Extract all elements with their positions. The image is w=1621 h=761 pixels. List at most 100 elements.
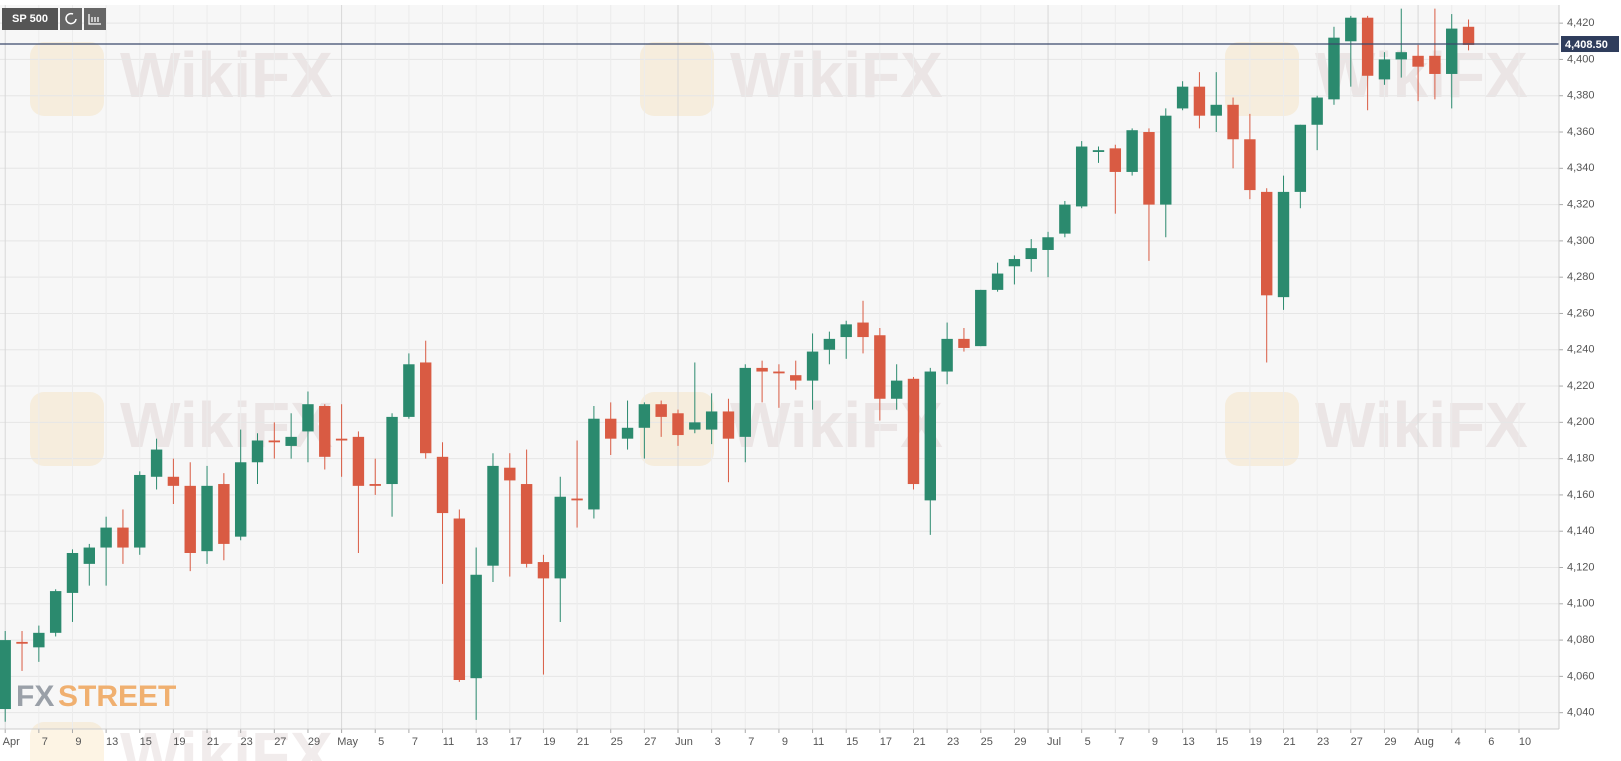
y-tick-label: 4,160	[1567, 489, 1595, 501]
y-tick-label: 4,040	[1567, 707, 1595, 719]
x-tick-label: 7	[748, 736, 754, 748]
candle-body	[302, 404, 314, 432]
candle-body	[100, 527, 112, 548]
x-tick-label: 15	[1216, 736, 1228, 748]
x-tick-label: 29	[1384, 736, 1396, 748]
candle-body	[739, 367, 751, 437]
x-tick-label: Apr	[3, 736, 20, 748]
x-tick-label: 3	[715, 736, 721, 748]
candle-body	[1176, 86, 1189, 109]
x-tick-label: 7	[42, 736, 48, 748]
x-tick-label: 23	[1317, 736, 1329, 748]
candle-body	[840, 324, 852, 338]
candle-body	[1210, 104, 1222, 116]
candle-body	[621, 427, 634, 439]
x-tick-label: 21	[577, 736, 589, 748]
candle-body	[251, 440, 264, 463]
candle-body	[1160, 115, 1172, 205]
candle-body	[1311, 97, 1323, 125]
last-price-label: 4,408.50	[1565, 39, 1608, 51]
candle-body	[352, 436, 365, 486]
candle-body	[487, 465, 499, 566]
x-tick-label: 21	[1283, 736, 1295, 748]
candle-body	[1008, 259, 1021, 267]
candle-body	[823, 338, 836, 350]
candle-body	[1143, 132, 1155, 205]
watermark-text: WikiFX	[730, 39, 943, 111]
candle-body	[1294, 124, 1307, 192]
toolbar[interactable]: SP 500	[2, 8, 106, 30]
x-tick-label: 15	[846, 736, 858, 748]
watermark-icon	[30, 722, 104, 761]
refresh-button[interactable]	[60, 8, 82, 30]
axes: 4,040 4,060 4,080 4,100 4,120 4,140 4,160 4,180…	[0, 17, 1619, 748]
candle-body	[49, 591, 62, 633]
x-tick-label: 13	[1182, 736, 1194, 748]
candle-body	[117, 527, 129, 548]
x-tick-label: 5	[1085, 736, 1091, 748]
y-tick-label: 4,140	[1567, 525, 1595, 537]
x-tick-label: 7	[1118, 736, 1124, 748]
x-tick-label: May	[337, 736, 358, 748]
candle-body	[672, 413, 684, 436]
candle-body	[0, 640, 11, 710]
candle-body	[201, 485, 213, 552]
candle-body	[1075, 146, 1088, 207]
candle-body	[1042, 237, 1054, 250]
candle-body	[403, 364, 415, 417]
x-tick-label: 27	[274, 736, 286, 748]
candle-body	[319, 406, 331, 457]
x-tick-label: 11	[443, 736, 454, 748]
candle-body	[588, 418, 600, 510]
refresh-icon	[65, 12, 77, 25]
y-tick-label: 4,380	[1567, 90, 1595, 102]
watermark-icon	[30, 42, 104, 116]
x-tick-label: 13	[106, 736, 118, 748]
x-tick-label: 5	[378, 736, 384, 748]
y-tick-label: 4,260	[1567, 307, 1595, 319]
x-tick-label: 15	[140, 736, 152, 748]
x-tick-label: Aug	[1414, 736, 1434, 748]
candle-body	[790, 375, 802, 381]
candles	[0, 8, 1475, 722]
candle-body	[1429, 55, 1441, 74]
y-tick-label: 4,280	[1567, 271, 1595, 283]
x-tick-label: 19	[1250, 736, 1262, 748]
candle-body	[1059, 204, 1071, 234]
candle-body	[1361, 17, 1374, 76]
candle-body	[234, 462, 247, 537]
watermark-text: WikiFX	[120, 719, 333, 761]
y-tick-label: 4,180	[1567, 453, 1595, 465]
x-tick-label: Jun	[675, 736, 693, 748]
candle-body	[504, 467, 516, 481]
candle-body	[150, 449, 163, 477]
plot-background	[0, 5, 1559, 729]
candle-body	[975, 289, 987, 347]
x-tick-label: 25	[611, 736, 623, 748]
candle-body	[470, 574, 482, 679]
y-tick-label: 4,200	[1567, 416, 1595, 428]
candle-body	[436, 456, 449, 514]
y-tick-label: 4,120	[1567, 561, 1595, 573]
candle-body	[874, 335, 886, 399]
candle-body	[941, 338, 953, 372]
watermark-icon	[640, 42, 714, 116]
watermark-text: WikiFX	[120, 39, 333, 111]
x-tick-label: 25	[981, 736, 993, 748]
x-tick-label: 4	[1455, 736, 1461, 748]
watermark-text: WikiFX	[730, 389, 943, 461]
candle-body	[386, 416, 398, 485]
watermark-text: WikiFX	[1315, 389, 1528, 461]
candle-body	[285, 436, 297, 446]
candle-body	[1193, 86, 1206, 116]
y-tick-label: 4,100	[1567, 598, 1595, 610]
watermark-text: WikiFX	[120, 389, 333, 461]
candle-body	[554, 496, 566, 579]
x-tick-label: 21	[207, 736, 219, 748]
x-tick-label: 29	[308, 736, 320, 748]
watermark-icon	[1225, 42, 1299, 116]
y-tick-label: 4,320	[1567, 199, 1595, 211]
candle-body	[369, 484, 381, 486]
symbol: SP 500	[12, 13, 48, 25]
y-tick-label: 4,360	[1567, 126, 1595, 138]
